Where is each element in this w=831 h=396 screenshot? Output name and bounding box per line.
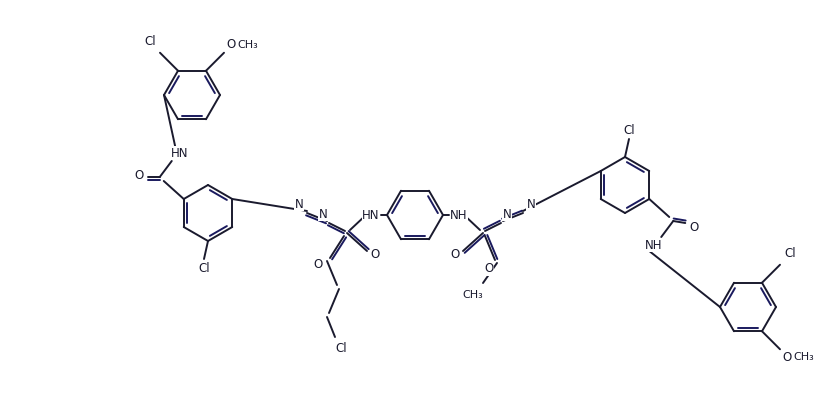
Text: Cl: Cl [784,247,796,260]
Text: O: O [134,169,144,181]
Text: HN: HN [362,209,380,221]
Text: NH: NH [645,238,662,251]
Text: N: N [503,208,511,221]
Text: Cl: Cl [145,35,156,48]
Text: NH: NH [450,209,468,221]
Text: CH₃: CH₃ [238,40,258,50]
Text: N: N [295,198,303,211]
Text: Cl: Cl [198,261,209,274]
Text: Cl: Cl [335,343,347,356]
Text: N: N [318,208,327,221]
Text: O: O [450,249,460,261]
Text: N: N [527,198,535,211]
Text: O: O [484,263,494,276]
Text: O: O [690,221,699,234]
Text: HN: HN [171,147,189,160]
Text: CH₃: CH₃ [463,290,484,300]
Text: Cl: Cl [623,124,635,137]
Text: O: O [226,38,236,51]
Text: CH₃: CH₃ [794,352,814,362]
Text: O: O [313,259,322,272]
Text: O: O [782,351,792,364]
Text: O: O [371,249,380,261]
